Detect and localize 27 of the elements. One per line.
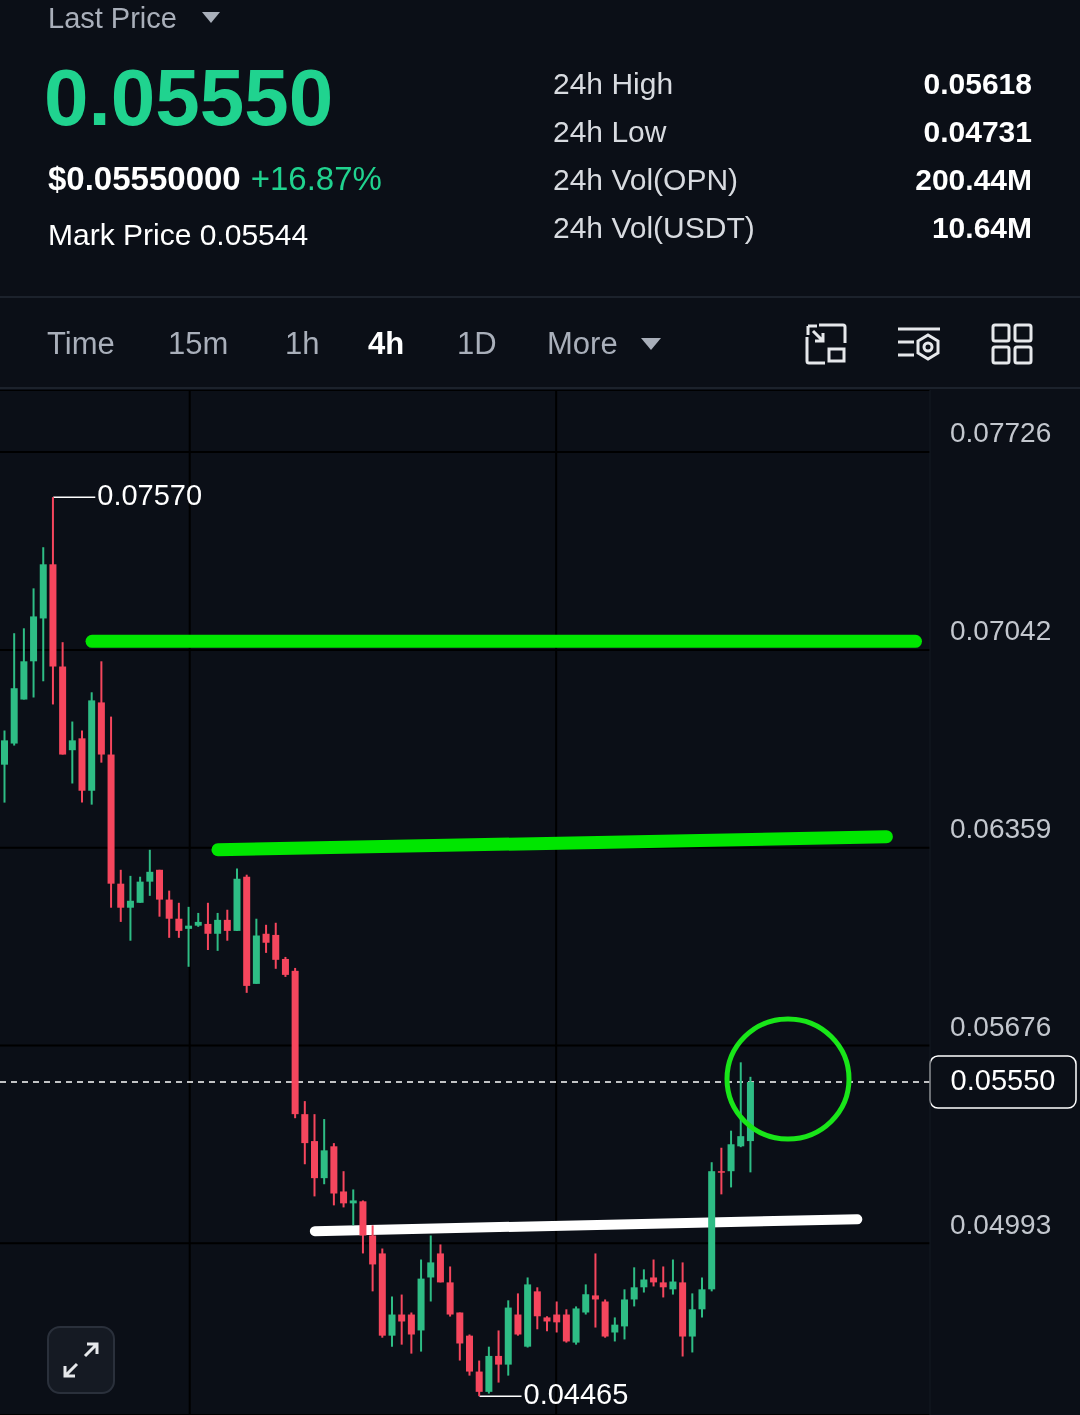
text: 24h Vol(OPN) (553, 163, 739, 197)
text: 10.64M (931, 211, 1032, 245)
text: 4h (368, 326, 405, 362)
text: More (547, 326, 618, 362)
text: 1h (285, 326, 320, 362)
y-tick-label: 0.07726 (950, 417, 1052, 449)
text: 0.04731 (923, 115, 1032, 149)
ref-line-label: 0.05550 (950, 1063, 1056, 1096)
annotation: 0.04465 (523, 1377, 629, 1410)
text: 200.44M (915, 163, 1032, 197)
y-tick-label: 0.07042 (950, 615, 1052, 647)
text: Time (47, 326, 115, 362)
y-tick-label: 0.04993 (950, 1208, 1052, 1240)
annotation: 0.07570 (97, 478, 203, 511)
text: +16.87% (250, 160, 382, 197)
y-tick-label: 0.06359 (950, 813, 1052, 845)
text: 0.05550 (44, 52, 334, 144)
text: 24h Low (553, 115, 667, 149)
text: $0.05550000 (48, 160, 241, 197)
text: 24h Vol(USDT) (553, 211, 755, 245)
text: Mark Price 0.05544 (48, 218, 309, 252)
y-tick-label: 0.05676 (950, 1010, 1052, 1042)
text: 1D (457, 326, 497, 362)
text: 15m (168, 326, 229, 362)
text: Last Price (48, 2, 177, 35)
text: 24h High (553, 67, 674, 101)
text: 0.05618 (923, 67, 1032, 101)
